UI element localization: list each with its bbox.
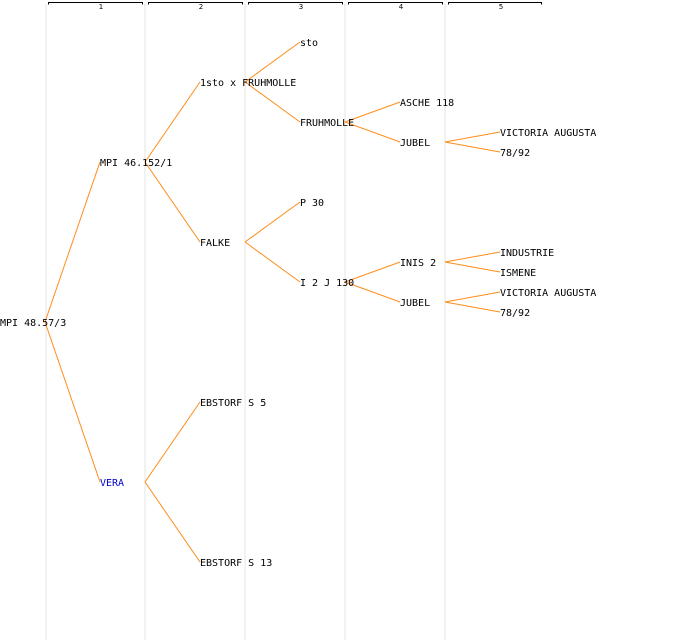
node-sds[interactable]: P 30	[300, 198, 324, 209]
column-separators	[45, 4, 446, 640]
edge-ssd-ssds	[344, 101, 401, 123]
node-sdddd[interactable]: 78/92	[500, 308, 530, 319]
node-ssd[interactable]: FRUHMOLLE	[300, 118, 354, 129]
node-ssddd[interactable]: 78/92	[500, 148, 530, 159]
node-ssds[interactable]: ASCHE 118	[400, 98, 454, 109]
edge-sire-sd	[144, 161, 201, 243]
generation-header-4: 4	[399, 3, 404, 11]
node-sddds[interactable]: VICTORIA AUGUSTA	[500, 288, 596, 299]
pedigree-nodes: MPI 48.57/3 MPI 46.152/1 VERA 1sto x FRU…	[0, 38, 596, 569]
generation-header-bracket-5	[448, 2, 542, 5]
edge-sdds-sddss	[444, 251, 501, 263]
node-ds[interactable]: EBSTORF S 5	[200, 398, 266, 409]
edge-dam-dd	[144, 481, 201, 563]
generation-header-3: 3	[299, 3, 303, 11]
edge-root-dam	[44, 321, 101, 483]
edge-sire-ss	[144, 81, 201, 163]
node-sss[interactable]: sto	[300, 38, 318, 49]
edge-root-sire	[44, 161, 101, 323]
node-ss[interactable]: 1sto x FRUHMOLLE	[200, 78, 296, 89]
edge-sdds-sddsd	[444, 261, 501, 273]
edge-sddd-sdddd	[444, 301, 501, 313]
generation-header-1: 1	[99, 3, 103, 11]
generation-header-bracket-4	[348, 2, 443, 5]
edge-sddd-sddds	[444, 291, 501, 303]
edge-sd-sdd	[244, 241, 301, 283]
edge-sd-sds	[244, 201, 301, 243]
node-dd[interactable]: EBSTORF S 13	[200, 558, 272, 569]
pedigree-edges	[44, 41, 501, 563]
generation-header-bracket-3	[248, 2, 343, 5]
edge-ssdd-ssddd	[444, 141, 501, 153]
generation-header-bracket-2	[148, 2, 243, 5]
node-sd[interactable]: FALKE	[200, 238, 230, 249]
node-dam[interactable]: VERA	[100, 478, 124, 489]
node-ssdd[interactable]: JUBEL	[400, 138, 430, 149]
edge-sdd-sdds	[344, 261, 401, 283]
edge-sdd-sddd	[344, 281, 401, 303]
edge-ss-sss	[244, 41, 301, 83]
node-sddsd[interactable]: ISMENE	[500, 268, 536, 279]
generation-header-bracket-1	[48, 2, 143, 5]
edge-ss-ssd	[244, 81, 301, 123]
generation-header-5: 5	[499, 3, 503, 11]
node-root: MPI 48.57/3	[0, 318, 66, 329]
generation-headers: 1 2 3 4 5	[48, 2, 542, 11]
node-sddss[interactable]: INDUSTRIE	[500, 248, 554, 259]
generation-header-2: 2	[199, 3, 203, 11]
edge-dam-ds	[144, 401, 201, 483]
node-sdds[interactable]: INIS 2	[400, 258, 436, 269]
node-sddd[interactable]: JUBEL	[400, 298, 430, 309]
node-sire[interactable]: MPI 46.152/1	[100, 158, 172, 169]
edge-ssdd-ssdds	[444, 131, 501, 143]
node-sdd[interactable]: I 2 J 130	[300, 278, 354, 289]
edge-ssd-ssdd	[344, 121, 401, 143]
node-ssdds[interactable]: VICTORIA AUGUSTA	[500, 128, 596, 139]
